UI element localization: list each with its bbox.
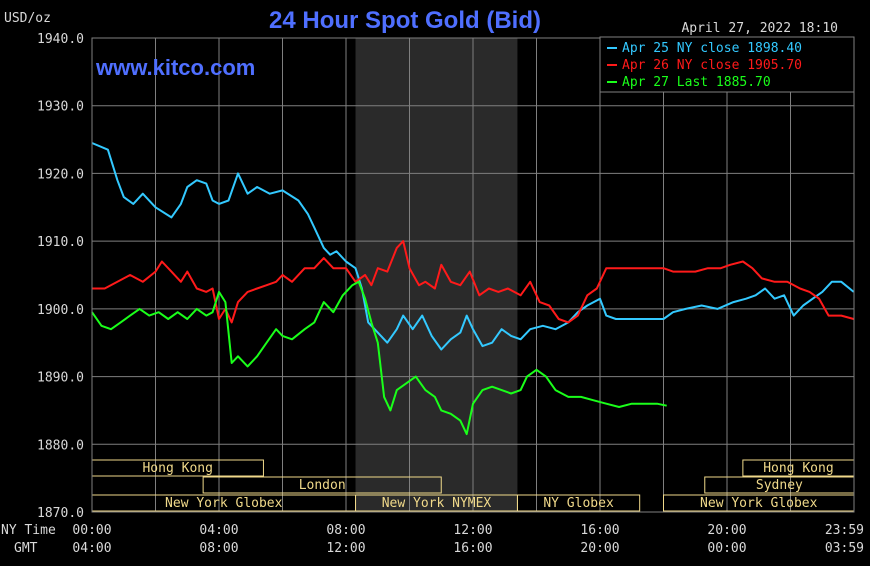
x-tick-ny: 20:00 — [707, 523, 746, 538]
x-tick-ny: 00:00 — [72, 523, 111, 538]
plot-frame — [91, 37, 855, 513]
session-label: London — [299, 478, 346, 493]
price-series — [91, 142, 855, 436]
x-tick-gmt: 03:59 — [825, 541, 864, 556]
legend-box — [599, 36, 855, 93]
session-label: New York Globex — [165, 496, 283, 511]
x-axis-ticks: 00:00 04:00 08:00 12:00 16:00 20:00 23:59 04:00… — [72, 523, 864, 556]
market-session-bars: Hong Kong Hong Kong London Sydney New York G… — [91, 459, 855, 512]
session-bar — [202, 476, 442, 494]
x-tick-gmt: 08:00 — [199, 541, 238, 556]
session-label: NY Globex — [543, 496, 614, 511]
x-tick-ny: 16:00 — [580, 523, 619, 538]
x-tick-gmt: 16:00 — [453, 541, 492, 556]
y-tick-label: 1910.0 — [37, 235, 84, 250]
legend: Apr 25 NY close 1898.40 Apr 26 NY close 1… — [607, 41, 802, 90]
y-tick-label: 1870.0 — [37, 506, 84, 521]
series-line-1 — [91, 142, 855, 351]
nymex-shade — [355, 38, 518, 512]
legend-entry: Apr 26 NY close 1905.70 — [622, 58, 802, 73]
y-tick-label: 1930.0 — [37, 100, 84, 115]
series-line-2 — [92, 240, 854, 324]
gmt-row-label: GMT — [14, 541, 38, 556]
legend-entry: Apr 25 NY close 1898.40 — [622, 41, 802, 56]
session-label: New York Globex — [700, 496, 818, 511]
y-tick-label: 1920.0 — [37, 167, 84, 182]
y-tick-label: 1900.0 — [37, 303, 84, 318]
unit-label: USD/oz — [4, 11, 51, 26]
session-bar — [516, 494, 641, 512]
series-line-3 — [91, 280, 667, 436]
legend-entry: Apr 27 Last 1885.70 — [622, 75, 771, 90]
ny-time-row-label: NY Time — [1, 523, 56, 538]
watermark: www.kitco.com — [95, 55, 255, 80]
x-tick-gmt: 12:00 — [326, 541, 365, 556]
y-tick-label: 1940.0 — [37, 32, 84, 47]
x-tick-ny: 23:59 — [825, 523, 864, 538]
y-axis-ticks: 1870.0 1880.0 1890.0 1900.0 1910.0 1920.0 1930… — [37, 32, 84, 521]
y-tick-label: 1880.0 — [37, 438, 84, 453]
x-tick-ny: 12:00 — [453, 523, 492, 538]
x-tick-ny: 04:00 — [199, 523, 238, 538]
session-label: Hong Kong — [763, 461, 833, 476]
x-tick-gmt: 00:00 — [707, 541, 746, 556]
session-label: Hong Kong — [142, 461, 212, 476]
x-tick-gmt: 04:00 — [72, 541, 111, 556]
x-tick-gmt: 20:00 — [580, 541, 619, 556]
timestamp: April 27, 2022 18:10 — [681, 21, 838, 36]
x-tick-ny: 08:00 — [326, 523, 365, 538]
chart-title: 24 Hour Spot Gold (Bid) — [269, 7, 541, 34]
shaded-session-area — [355, 38, 518, 512]
y-tick-label: 1890.0 — [37, 371, 84, 386]
session-label: Sydney — [756, 478, 803, 493]
session-label: New York NYMEX — [382, 496, 492, 511]
